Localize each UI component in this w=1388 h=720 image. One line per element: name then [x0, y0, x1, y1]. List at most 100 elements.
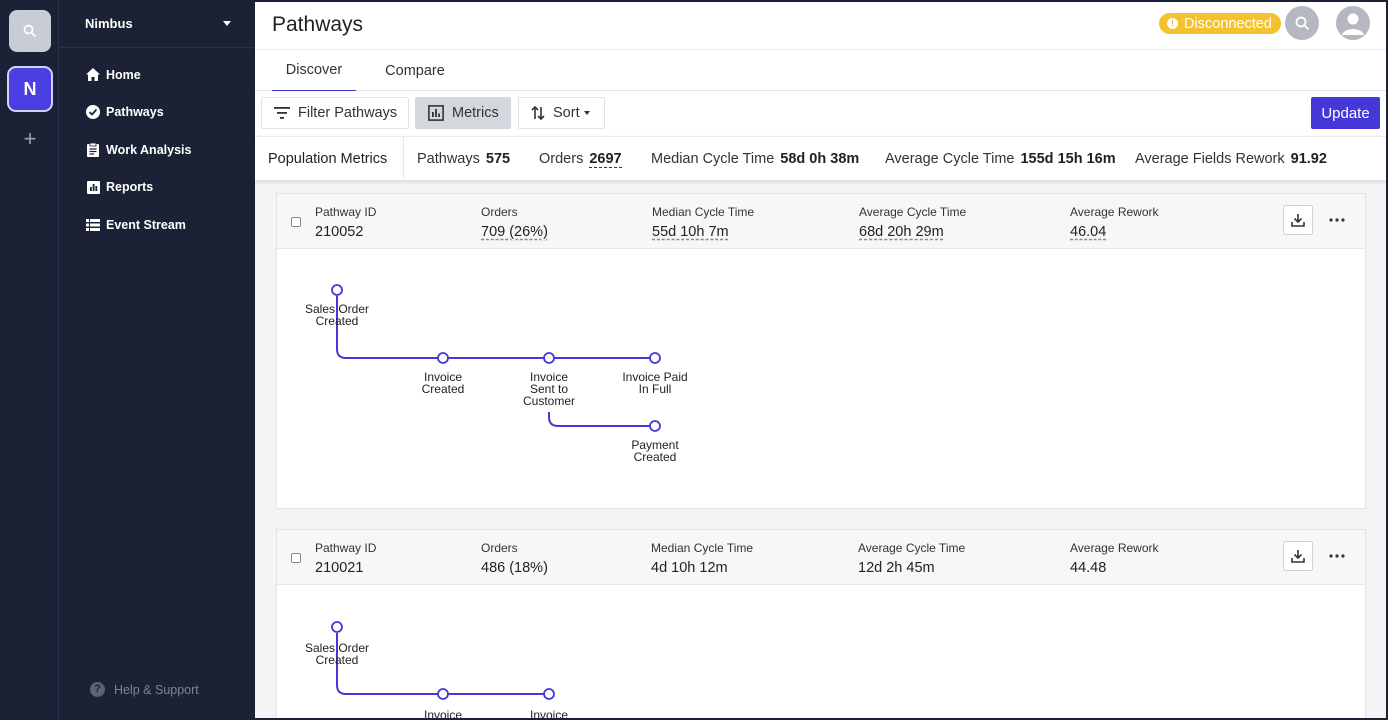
- metric-label: Median Cycle Time: [651, 151, 775, 167]
- header: Pathways ! Disconnected: [255, 2, 1386, 49]
- flow-node-label: Invoice Created: [403, 371, 483, 395]
- pathway-card-header: Pathway ID 210052 Orders 709 (26%) Media…: [277, 194, 1365, 249]
- stat-value: 210052: [315, 224, 364, 240]
- stat-average-cycle-time: Average Cycle Time 68d 20h 29m: [859, 205, 966, 240]
- download-button[interactable]: [1283, 205, 1313, 235]
- toolbar: Filter Pathways Metrics Sort Update: [255, 91, 1386, 136]
- stat-value: 4d 10h 12m: [651, 560, 728, 576]
- global-search-button[interactable]: [9, 10, 51, 52]
- sidebar: Nimbus Home Pathways Work Analysis Repor…: [59, 0, 255, 720]
- download-icon: [1291, 214, 1305, 227]
- node-label-line: Invoice: [529, 370, 569, 384]
- more-options-button[interactable]: [1327, 541, 1347, 571]
- stat-orders: Orders 709 (26%): [481, 205, 548, 240]
- metric-label: Pathways: [417, 151, 480, 167]
- flow-node: [649, 352, 661, 364]
- metric-value: 155d 15h 16m: [1020, 151, 1116, 167]
- metric-value: 91.92: [1290, 151, 1327, 167]
- help-support-link[interactable]: ? Help & Support: [90, 682, 199, 697]
- metric-label: Average Cycle Time: [885, 151, 1015, 167]
- node-label-line: Invoice: [529, 708, 569, 718]
- flow-node: [543, 352, 555, 364]
- node-label-line: Created: [421, 382, 465, 396]
- sidebar-item-home[interactable]: Home: [59, 56, 255, 94]
- tabs: Discover Compare: [255, 49, 1386, 92]
- status-label: Disconnected: [1184, 15, 1272, 32]
- stat-average-cycle-time: Average Cycle Time 12d 2h 45m: [858, 541, 965, 576]
- status-badge: ! Disconnected: [1159, 13, 1281, 34]
- stat-value: 12d 2h 45m: [858, 560, 935, 576]
- flow-node: [543, 688, 555, 700]
- main-content: Pathways ! Disconnected Discover Compare…: [255, 2, 1386, 718]
- flow-edge: [336, 296, 655, 359]
- help-icon: ?: [90, 682, 105, 697]
- sidebar-item-label: Event Stream: [106, 217, 186, 232]
- stat-median-cycle-time: Median Cycle Time 55d 10h 7m: [652, 205, 754, 240]
- stat-value: 44.48: [1070, 560, 1107, 576]
- metric-average-fields-rework: Average Fields Rework 91.92: [1135, 137, 1327, 181]
- flow-node-label: Invoice Sent to Customer: [509, 371, 589, 407]
- metric-label: Orders: [539, 151, 584, 167]
- stat-orders: Orders 486 (18%): [481, 541, 548, 576]
- tab-compare[interactable]: Compare: [385, 63, 445, 79]
- flow-node: [331, 621, 343, 633]
- list-icon: [86, 218, 100, 232]
- more-horizontal-icon: [1329, 554, 1345, 558]
- metric-value: 575: [485, 151, 511, 167]
- sidebar-item-work-analysis[interactable]: Work Analysis: [59, 131, 255, 169]
- clipboard-icon: [86, 142, 100, 157]
- reports-icon: [86, 180, 100, 194]
- metric-value: 2697: [589, 150, 622, 168]
- population-metrics-label: Population Metrics: [255, 137, 404, 181]
- stat-label: Pathway ID: [315, 205, 377, 219]
- sidebar-item-label: Home: [106, 67, 141, 82]
- download-button[interactable]: [1283, 541, 1313, 571]
- page-title: Pathways: [272, 13, 364, 36]
- sidebar-item-label: Pathways: [106, 105, 164, 120]
- org-select[interactable]: Nimbus: [59, 0, 255, 48]
- sidebar-item-label: Work Analysis: [106, 142, 192, 157]
- org-switcher-button[interactable]: N: [7, 66, 53, 112]
- help-label: Help & Support: [114, 682, 199, 697]
- stat-value: 210021: [315, 560, 364, 576]
- search-icon: [1295, 16, 1309, 30]
- node-label-line: Sales Order: [304, 302, 370, 316]
- add-org-icon[interactable]: +: [23, 126, 37, 151]
- sidebar-item-reports[interactable]: Reports: [59, 169, 255, 207]
- pathway-checkbox[interactable]: [291, 553, 301, 563]
- flow-node-label: Sales Order Created: [297, 303, 377, 327]
- flow-node-label: Invoice Paid In Full: [615, 371, 695, 395]
- metrics-label: Metrics: [452, 105, 499, 121]
- stat-pathway-id: Pathway ID 210021: [315, 541, 376, 576]
- sidebar-item-pathways[interactable]: Pathways: [59, 94, 255, 132]
- filter-pathways-button[interactable]: Filter Pathways: [261, 97, 409, 129]
- more-options-button[interactable]: [1327, 205, 1347, 235]
- metric-pathways: Pathways 575: [417, 137, 510, 181]
- header-search-button[interactable]: [1285, 6, 1319, 40]
- filter-label: Filter Pathways: [298, 105, 398, 121]
- tab-discover[interactable]: Discover: [272, 50, 356, 92]
- metric-label: Average Fields Rework: [1135, 151, 1285, 167]
- flow-node-label: Invoice: [509, 709, 589, 718]
- sort-button[interactable]: Sort: [518, 97, 605, 129]
- stat-label: Orders: [481, 205, 518, 219]
- sidebar-item-event-stream[interactable]: Event Stream: [59, 206, 255, 244]
- stat-label: Average Rework: [1070, 541, 1159, 555]
- population-metrics-bar: Population Metrics Pathways 575 Orders 2…: [255, 136, 1386, 181]
- node-label-line: Invoice: [423, 708, 463, 718]
- node-label-line: Sales Order: [304, 641, 370, 655]
- node-label-line: In Full: [638, 382, 672, 396]
- pathway-card: Pathway ID 210052 Orders 709 (26%) Media…: [276, 193, 1366, 509]
- sort-label: Sort: [553, 105, 580, 121]
- flow-edge: [548, 412, 655, 427]
- stat-pathway-id: Pathway ID 210052: [315, 205, 376, 240]
- sidebar-item-label: Reports: [106, 180, 154, 195]
- pathway-card: Pathway ID 210021 Orders 486 (18%) Media…: [276, 529, 1366, 718]
- update-button[interactable]: Update: [1311, 97, 1380, 129]
- stat-median-cycle-time: Median Cycle Time 4d 10h 12m: [651, 541, 753, 576]
- avatar[interactable]: [1336, 6, 1370, 40]
- metrics-button[interactable]: Metrics: [415, 97, 511, 129]
- pathway-checkbox[interactable]: [291, 217, 301, 227]
- stat-label: Pathway ID: [315, 541, 377, 555]
- pathway-flow-diagram: [331, 284, 661, 432]
